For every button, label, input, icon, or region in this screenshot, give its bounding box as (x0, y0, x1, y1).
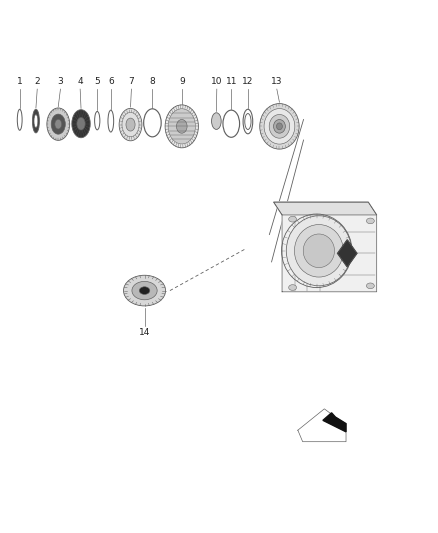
Ellipse shape (77, 117, 85, 130)
Ellipse shape (168, 109, 195, 144)
Ellipse shape (269, 115, 290, 138)
Polygon shape (298, 409, 346, 442)
Ellipse shape (286, 216, 351, 286)
Text: 1: 1 (17, 77, 23, 86)
Ellipse shape (132, 281, 157, 300)
Text: 11: 11 (226, 77, 237, 86)
Text: 10: 10 (211, 77, 223, 86)
Ellipse shape (367, 218, 374, 224)
Ellipse shape (303, 234, 335, 268)
Text: 7: 7 (128, 77, 134, 86)
Polygon shape (338, 240, 357, 267)
Ellipse shape (260, 103, 299, 149)
Ellipse shape (47, 108, 70, 140)
Ellipse shape (119, 108, 142, 141)
Ellipse shape (165, 105, 198, 148)
Ellipse shape (108, 110, 114, 132)
Ellipse shape (139, 287, 150, 294)
Ellipse shape (243, 109, 253, 134)
Ellipse shape (34, 115, 38, 127)
Ellipse shape (245, 114, 251, 130)
Ellipse shape (144, 109, 161, 137)
Ellipse shape (367, 283, 374, 289)
Ellipse shape (223, 110, 240, 138)
Text: 13: 13 (271, 77, 283, 86)
Text: 2: 2 (35, 77, 40, 86)
Text: 3: 3 (57, 77, 64, 86)
Ellipse shape (294, 224, 343, 277)
Ellipse shape (32, 109, 39, 133)
Text: 12: 12 (242, 77, 254, 86)
Ellipse shape (276, 123, 283, 130)
Text: 8: 8 (149, 77, 155, 86)
Ellipse shape (126, 118, 135, 131)
Ellipse shape (51, 114, 65, 134)
Text: 5: 5 (94, 77, 100, 86)
Polygon shape (274, 202, 377, 292)
Polygon shape (323, 413, 346, 432)
Ellipse shape (273, 119, 286, 133)
Ellipse shape (18, 109, 22, 130)
Ellipse shape (177, 119, 187, 133)
Ellipse shape (95, 111, 100, 130)
Text: 4: 4 (78, 77, 83, 86)
Text: 9: 9 (179, 77, 185, 86)
Ellipse shape (264, 109, 295, 144)
Text: 6: 6 (108, 77, 114, 86)
Ellipse shape (289, 216, 297, 222)
Text: 14: 14 (139, 328, 150, 337)
Ellipse shape (289, 285, 297, 290)
Ellipse shape (124, 275, 166, 306)
Ellipse shape (55, 119, 62, 129)
Ellipse shape (72, 110, 90, 138)
Ellipse shape (212, 113, 221, 130)
Polygon shape (274, 202, 377, 215)
